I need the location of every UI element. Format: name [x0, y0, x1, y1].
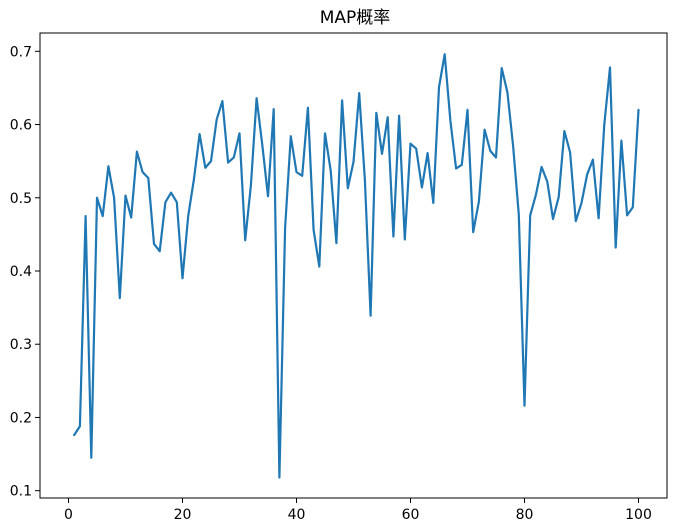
y-tick-label: 0.1 [10, 484, 32, 500]
x-axis: 0 20 40 60 80 100 [64, 498, 652, 523]
x-tick-label: 80 [516, 507, 534, 523]
x-tick-label: 100 [625, 507, 652, 523]
x-tick-label: 0 [64, 507, 73, 523]
y-tick-label: 0.6 [10, 118, 32, 134]
plot-frame [39, 32, 668, 499]
x-tick-label: 20 [174, 507, 192, 523]
chart-title: MAP概率 [320, 8, 391, 28]
plot-area [73, 53, 640, 479]
y-tick-label: 0.5 [10, 191, 32, 207]
y-axis: 0.1 0.2 0.3 0.4 0.5 0.6 0.7 [10, 44, 40, 500]
x-tick-label: 60 [402, 507, 420, 523]
y-tick-label: 0.2 [10, 410, 32, 426]
y-tick-label: 0.4 [10, 264, 32, 280]
y-tick-label: 0.7 [10, 44, 32, 60]
x-tick-label: 40 [288, 507, 306, 523]
series-line [73, 53, 640, 479]
y-tick-label: 0.3 [10, 337, 32, 353]
